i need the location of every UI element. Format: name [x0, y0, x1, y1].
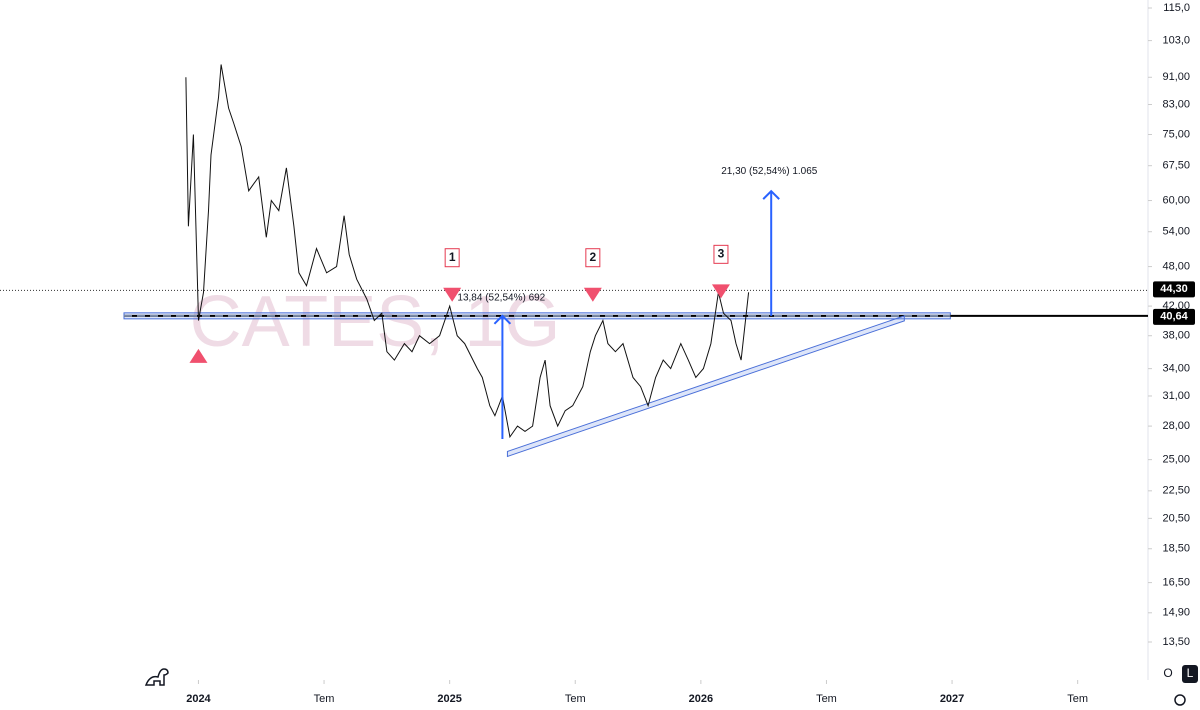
marker-triangle [711, 284, 730, 299]
logo [144, 668, 169, 686]
y-tick-label: 115,0 [1163, 2, 1190, 14]
y-tick-label: 38,00 [1162, 330, 1190, 342]
marker-label: 2 [589, 250, 596, 264]
trendline [506, 315, 905, 458]
scale-button[interactable] [1182, 665, 1198, 683]
price-label-box [1153, 308, 1195, 325]
y-tick-label: 67,50 [1162, 160, 1190, 172]
y-tick-label: 83,00 [1162, 98, 1190, 110]
y-tick-label: 34,00 [1162, 363, 1190, 375]
y-tick-label: 60,00 [1162, 194, 1190, 206]
y-tick-label: 91,00 [1162, 71, 1190, 83]
x-tick-label: Tem [1067, 693, 1088, 705]
marker-triangle [583, 287, 602, 302]
y-tick-label: 25,00 [1162, 454, 1190, 466]
y-tick-label: 48,00 [1162, 260, 1190, 272]
price-label: 44,30 [1160, 283, 1188, 295]
marker-box [585, 248, 601, 268]
y-tick-label: 103,0 [1162, 35, 1190, 47]
marker-label: 1 [449, 250, 456, 264]
y-tick-label: 20,50 [1162, 512, 1190, 524]
y-tick-label: 28,00 [1162, 420, 1190, 432]
marker-triangle [443, 287, 462, 302]
support-triangle [189, 348, 208, 363]
y-tick-label: 54,00 [1162, 226, 1190, 238]
arrow-head [493, 314, 512, 325]
measure-label: 21,30 (52,54%) 1.065 [721, 166, 818, 177]
y-tick-label: 13,50 [1162, 636, 1190, 648]
x-tick-label: Tem [816, 693, 837, 705]
marker-box [713, 244, 729, 264]
marker-label: 3 [718, 247, 725, 261]
scale-button[interactable] [1160, 665, 1176, 683]
y-tick-label: 18,50 [1162, 543, 1190, 555]
price-line [185, 64, 750, 439]
scale-button-label[interactable]: L [1187, 666, 1194, 680]
x-tick-label: 2026 [689, 693, 713, 705]
arrow-head [762, 189, 780, 200]
price-label: 40,64 [1160, 311, 1188, 323]
watermark: CATES, 1G [190, 282, 561, 362]
settings-icon[interactable] [1174, 694, 1186, 706]
x-tick-label: 2024 [186, 693, 211, 705]
x-tick-label: Tem [565, 693, 586, 705]
y-tick-label: 31,00 [1162, 390, 1190, 402]
y-tick-label: 75,00 [1162, 128, 1190, 140]
y-tick-label: 14,90 [1162, 607, 1190, 619]
y-tick-label: 16,50 [1162, 577, 1190, 589]
y-tick-label: 22,50 [1162, 485, 1190, 497]
x-tick-label: 2027 [940, 693, 964, 705]
marker-box [444, 248, 460, 268]
x-tick-label: 2025 [437, 693, 461, 705]
scale-button-label[interactable]: O [1163, 666, 1172, 680]
price-label-box [1153, 281, 1195, 298]
x-tick-label: Tem [314, 693, 335, 705]
measure-label: 13,84 (52,54%) 692 [457, 292, 545, 303]
